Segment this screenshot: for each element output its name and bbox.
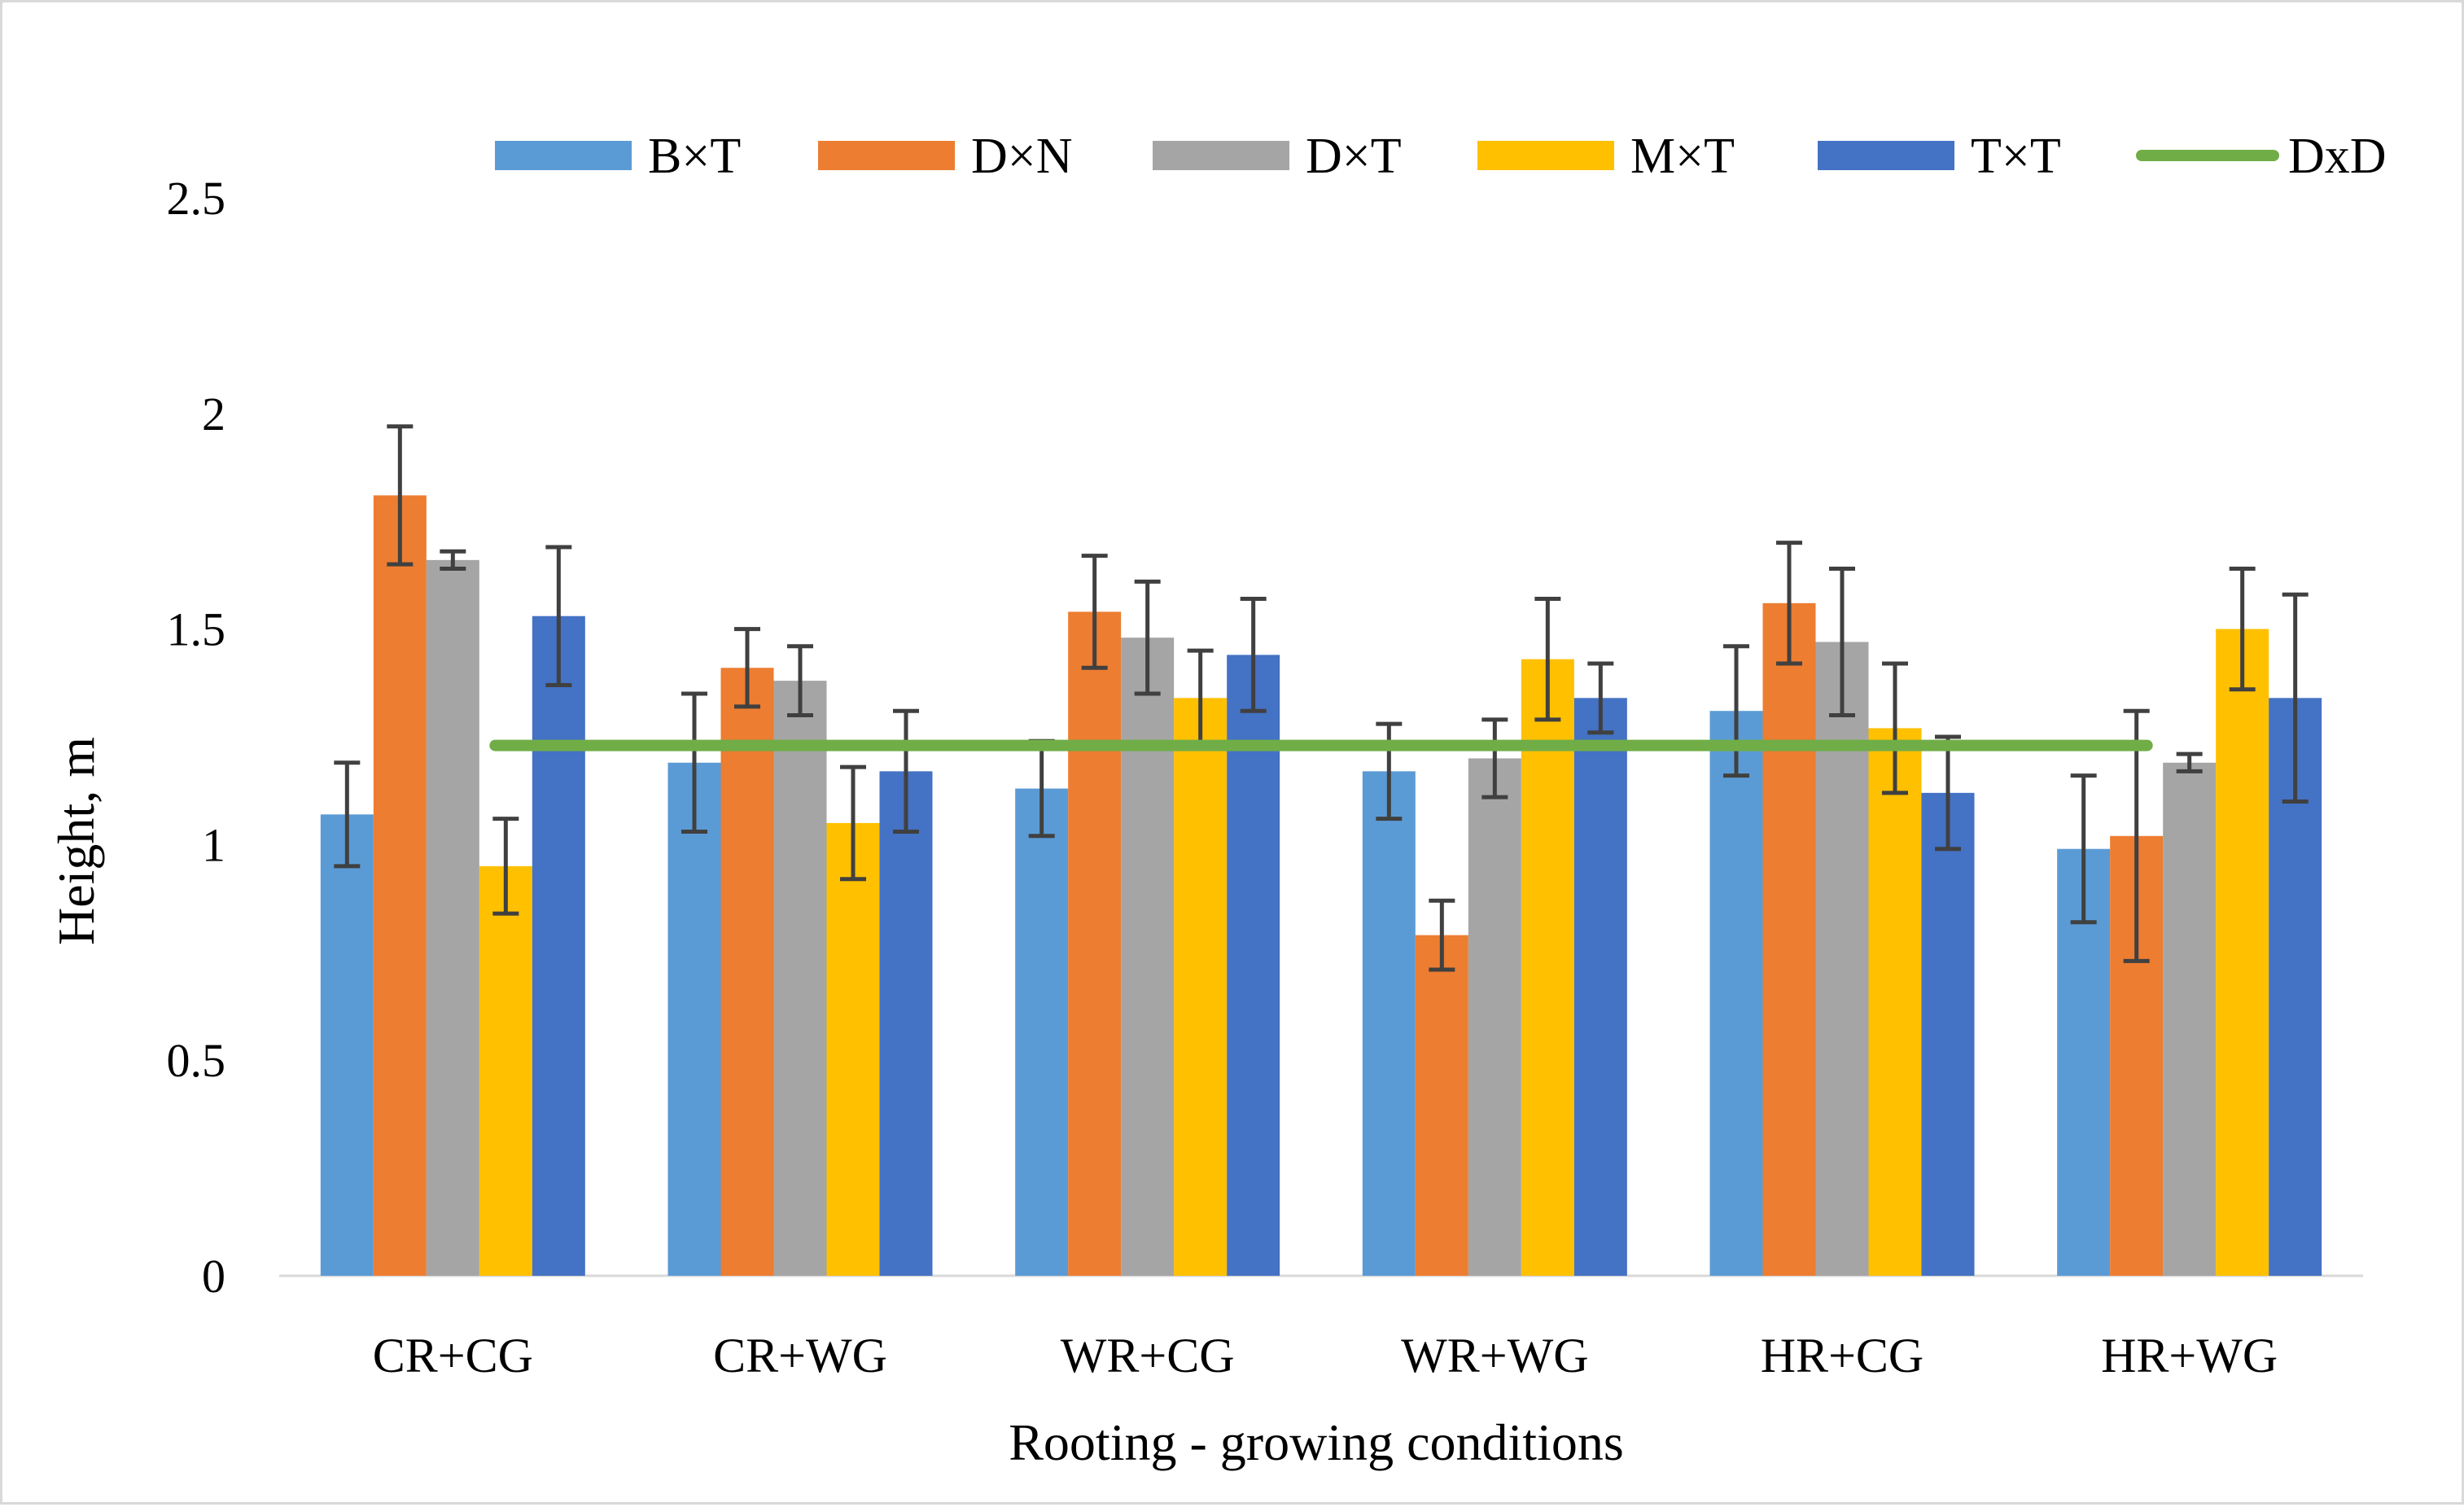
bar <box>2163 762 2217 1276</box>
error-bar <box>2176 751 2203 773</box>
error-bar <box>893 708 919 835</box>
legend-swatch <box>495 141 632 170</box>
x-axis: CR+CG CR+WG WR+CG WR+WG HR+CG HR+WG <box>279 1274 2363 1382</box>
bar <box>426 559 479 1276</box>
bar <box>826 822 880 1276</box>
error-bar <box>1587 661 1614 735</box>
bar <box>1921 792 1975 1276</box>
error-bar <box>681 691 707 835</box>
bar <box>667 762 721 1276</box>
error-bar <box>545 545 572 687</box>
legend-item: B×T <box>495 129 741 184</box>
bar <box>1573 698 1627 1276</box>
y-axis: 0 0.5 1 1.5 2 2.5 <box>167 172 226 1303</box>
error-bar <box>840 764 866 882</box>
bar <box>720 668 774 1276</box>
bar <box>320 814 374 1276</box>
error-bar <box>1134 579 1161 696</box>
error-bar <box>787 644 813 718</box>
bar <box>1415 935 1468 1276</box>
legend-label: D×N <box>971 129 1073 184</box>
error-bar <box>1429 898 1455 972</box>
bar <box>1868 728 1922 1276</box>
bar <box>373 495 427 1276</box>
legend-label: B×T <box>648 129 741 184</box>
x-category-label: WR+WG <box>1401 1329 1588 1382</box>
error-bars <box>334 424 2309 972</box>
error-bar <box>1376 721 1403 821</box>
error-bar <box>2123 708 2150 963</box>
y-axis-title: Height, m <box>47 737 105 945</box>
y-tick-label: 2.5 <box>167 172 226 225</box>
bar <box>2216 629 2269 1276</box>
x-category-label: HR+WG <box>2101 1329 2278 1382</box>
legend-label: DxD <box>2288 129 2387 184</box>
error-bar <box>2229 566 2256 692</box>
legend-swatch <box>1818 141 1954 170</box>
legend-item: DxD <box>2136 129 2387 184</box>
bar <box>1521 659 1574 1276</box>
legend-swatch <box>1477 141 1614 170</box>
error-bar <box>2070 773 2097 925</box>
bar <box>1709 711 1763 1276</box>
error-bar <box>1240 597 1267 713</box>
bar <box>1121 637 1175 1276</box>
bar <box>479 865 532 1276</box>
bar <box>773 681 827 1276</box>
legend-item: D×N <box>818 129 1073 184</box>
x-category-label: CR+WG <box>713 1329 887 1382</box>
error-bar <box>1481 717 1508 799</box>
bar <box>1362 771 1416 1276</box>
y-tick-label: 1 <box>202 818 225 871</box>
bar <box>1174 698 1228 1276</box>
error-bar <box>1829 566 1855 718</box>
error-bar <box>387 424 414 567</box>
bar <box>532 616 585 1276</box>
error-bar <box>440 549 466 571</box>
y-tick-label: 2 <box>202 388 225 440</box>
legend-swatch <box>1153 141 1289 170</box>
y-tick-label: 0.5 <box>167 1034 226 1087</box>
legend-label: D×T <box>1306 129 1402 184</box>
y-tick-label: 1.5 <box>167 603 226 656</box>
error-bar <box>1776 541 1802 666</box>
error-bar <box>1935 734 1961 852</box>
x-axis-title: Rooting - growing conditions <box>1009 1413 1624 1471</box>
x-category-label: WR+CG <box>1061 1329 1235 1382</box>
legend-label: M×T <box>1630 129 1735 184</box>
x-category-label: HR+CG <box>1761 1329 1924 1382</box>
error-bar <box>334 760 361 869</box>
legend-item: D×T <box>1153 129 1402 184</box>
x-category-label: CR+CG <box>373 1329 533 1382</box>
bar <box>879 771 933 1276</box>
error-bar <box>2282 592 2309 804</box>
legend-swatch <box>818 141 955 170</box>
bar <box>1227 655 1280 1276</box>
legend-item: M×T <box>1477 129 1735 184</box>
legend-item: T×T <box>1818 129 2061 184</box>
legend-label: T×T <box>1971 129 2061 184</box>
y-tick-label: 0 <box>202 1250 225 1303</box>
bar <box>1815 642 1869 1276</box>
error-bar <box>1723 644 1749 778</box>
error-bar <box>734 627 760 709</box>
error-bar <box>1081 554 1108 670</box>
bar <box>1015 788 1069 1276</box>
legend: B×T D×N D×T M×T T×T DxD <box>495 129 2387 184</box>
error-bar <box>492 817 519 916</box>
bar <box>1468 758 1521 1276</box>
error-bar <box>1882 661 1908 795</box>
bars <box>320 495 2322 1276</box>
bar <box>1068 611 1122 1276</box>
bar <box>1762 602 1816 1276</box>
error-bar <box>1534 597 1561 722</box>
